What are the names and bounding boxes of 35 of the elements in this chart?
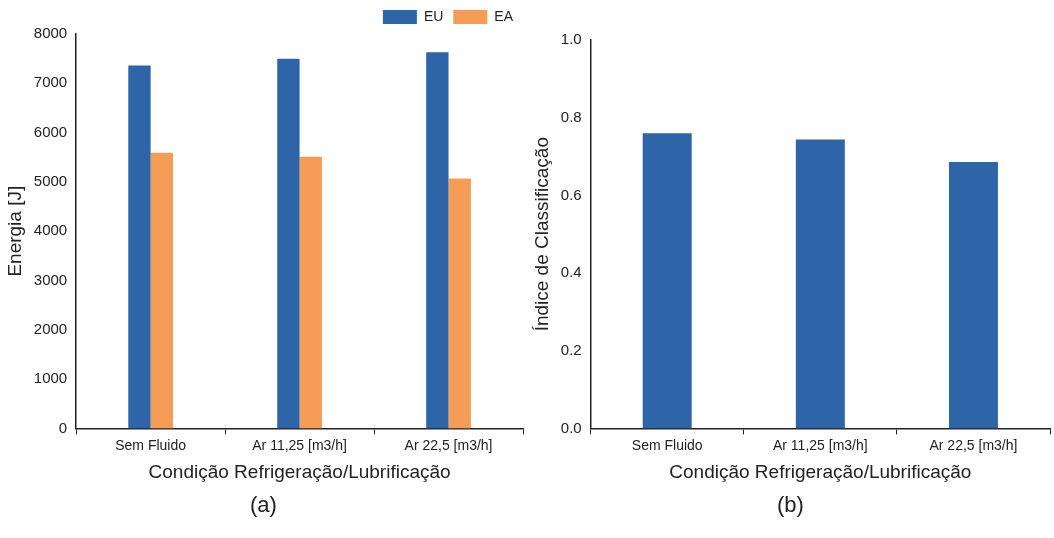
- y-tick-label: 0.6: [560, 185, 582, 203]
- bar: [128, 65, 151, 429]
- x-axis-title: Condição Refrigeração/Lubrificação: [669, 460, 972, 482]
- bar: [448, 178, 471, 429]
- y-tick-label: 0.4: [560, 263, 582, 281]
- y-tick-label: 8000: [33, 24, 68, 42]
- bar: [426, 52, 449, 429]
- legend-label: EU: [423, 7, 444, 24]
- x-axis-title: Condição Refrigeração/Lubrificação: [148, 460, 451, 482]
- y-tick-label: 0.8: [560, 107, 582, 125]
- x-tick-label: Ar 22,5 [m3/h]: [929, 436, 1018, 453]
- y-axis-title: Energia [J]: [3, 185, 25, 277]
- bar: [277, 58, 300, 429]
- x-tick-label: Ar 22,5 [m3/h]: [404, 436, 493, 453]
- x-tick-label: Ar 11,25 [m3/h]: [252, 436, 347, 453]
- x-tick-label: Ar 11,25 [m3/h]: [772, 436, 868, 453]
- y-tick-label: 4000: [33, 221, 68, 239]
- y-tick-label: 2000: [33, 319, 68, 337]
- y-tick-label: 1.0: [560, 30, 582, 48]
- bar: [299, 156, 322, 429]
- text: (a): [249, 492, 278, 518]
- y-tick-label: 0.2: [560, 340, 582, 358]
- y-tick-label: 7000: [33, 73, 68, 91]
- y-tick-label: 1000: [33, 369, 68, 387]
- x-tick-label: Sem Fluido: [631, 436, 703, 453]
- x-tick-label: Sem Fluido: [115, 436, 187, 453]
- legend-label: EA: [494, 7, 514, 24]
- text: (b): [776, 492, 805, 518]
- y-tick-label: 3000: [33, 270, 68, 288]
- y-tick-label: 5000: [33, 172, 68, 190]
- y-axis-title: Índice de Classificação: [530, 137, 552, 332]
- bar: [150, 152, 173, 429]
- y-tick-label: 6000: [33, 122, 68, 140]
- y-tick-label: 0: [58, 418, 68, 436]
- y-tick-label: 0.0: [560, 418, 582, 436]
